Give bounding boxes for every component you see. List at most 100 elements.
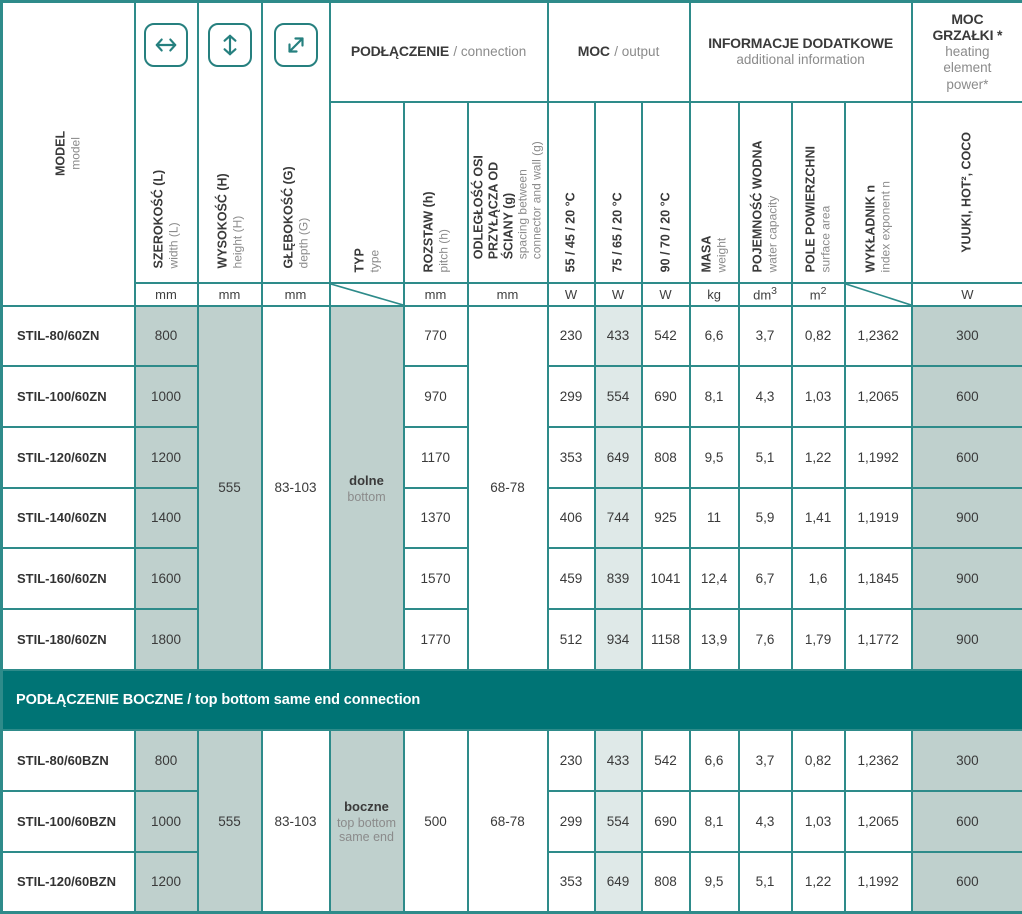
output-90-cell: 690 (640, 790, 691, 853)
height-label-en: height (H) (229, 215, 244, 269)
water-capacity-label-pl: POJEMNOŚĆ WODNA (750, 140, 765, 272)
height-label-pl: WYSOKOŚĆ (H) (215, 173, 230, 269)
water-capacity-cell: 5,9 (737, 486, 793, 550)
unit-cell-output55: W (546, 281, 596, 307)
surface-area-cell: 1,79 (790, 607, 846, 671)
width-cell: 1000 (133, 365, 199, 428)
wall-distance-cell: 68-78 (466, 729, 549, 914)
connection-group-header: PODŁĄCZENIE / connection (328, 0, 549, 103)
width-arrow-icon (144, 23, 188, 67)
exponent-cell: 1,1992 (843, 850, 913, 914)
unit-cell-output75: W (593, 281, 643, 307)
type-value-pl: dolne (349, 472, 384, 488)
output-90-cell: 542 (640, 729, 691, 792)
heater-power-cell: 600 (910, 850, 1022, 914)
surface-area-cell: 0,82 (790, 729, 846, 792)
water-capacity-cell: 3,7 (737, 304, 793, 368)
water-capacity-cell: 3,7 (737, 729, 793, 792)
surface-area-label-en: surface area (818, 205, 833, 272)
output-90-column-header: 90 / 70 / 20 °C (640, 100, 691, 284)
unit-cell-water: dm3 (737, 281, 793, 307)
height-arrow-icon (207, 23, 252, 67)
output-90-cell: 1041 (640, 547, 691, 610)
mass-cell: 8,1 (688, 365, 740, 428)
output-75-label: 75 / 65 / 20 °C (610, 191, 625, 272)
pitch-cell: 1570 (402, 547, 469, 610)
output-75-cell: 839 (593, 547, 643, 610)
table-row: STIL-120/60ZN 1200 1170 353 649 808 9,5 … (0, 425, 1022, 489)
exponent-cell: 1,1772 (843, 607, 913, 671)
pitch-cell: 770 (402, 304, 469, 368)
output-90-cell: 925 (640, 486, 691, 550)
type-column-header: TYP type (328, 100, 405, 284)
exponent-column-header: WYKŁADNIK n index exponent n (843, 100, 913, 284)
pitch-cell: 1770 (402, 607, 469, 671)
heater-power-cell: 300 (910, 304, 1022, 368)
table-row: STIL-180/60ZN 1800 1770 512 934 1158 13,… (0, 607, 1022, 671)
pitch-cell: 1170 (402, 425, 469, 489)
table-row: STIL-120/60BZN 1200 353 649 808 9,5 5,1 … (0, 850, 1022, 914)
mass-label-en: weight (714, 237, 729, 272)
exponent-cell: 1,2362 (843, 729, 913, 792)
output-75-cell: 649 (593, 850, 643, 914)
height-column-header: WYSOKOŚĆ (H) height (H) (196, 0, 263, 284)
depth-label-en: depth (G) (295, 217, 310, 269)
pitch-cell: 970 (402, 365, 469, 428)
unit-cell-heater: W (910, 281, 1022, 307)
model-cell: STIL-80/60ZN (0, 304, 136, 368)
output-75-cell: 744 (593, 486, 643, 550)
output-55-cell: 406 (546, 486, 596, 550)
width-cell: 800 (133, 304, 199, 368)
type-cell: dolne bottom (328, 304, 405, 671)
height-cell: 555 (196, 729, 263, 914)
section-band-row: PODŁĄCZENIE BOCZNE / top bottom same end… (0, 668, 1022, 732)
unit-cell-width: mm (133, 281, 199, 307)
heater-power-cell: 900 (910, 607, 1022, 671)
additional-info-label-pl: INFORMACJE DODATKOWE (708, 35, 893, 52)
unit-cell-exponent-empty (843, 281, 913, 307)
heater-power-label-pl: MOC GRZAŁKI * (932, 10, 1003, 44)
unit-cell-pitch: mm (402, 281, 469, 307)
mass-cell: 6,6 (688, 304, 740, 368)
type-label-pl: TYP (352, 247, 367, 272)
model-cell: STIL-80/60BZN (0, 729, 136, 792)
depth-column-header: GŁĘBOKOŚĆ (G) depth (G) (260, 0, 331, 284)
output-90-label: 90 / 70 / 20 °C (658, 191, 673, 272)
output-75-cell: 934 (593, 607, 643, 671)
model-cell: STIL-140/60ZN (0, 486, 136, 550)
heater-power-cell: 300 (910, 729, 1022, 792)
output-90-cell: 1158 (640, 607, 691, 671)
output-55-cell: 299 (546, 790, 596, 853)
unit-cell-type-empty (328, 281, 405, 307)
model-cell: STIL-100/60ZN (0, 365, 136, 428)
type-value-en: top bottom same end (336, 816, 397, 845)
unit-cell-output90: W (640, 281, 691, 307)
heater-brands-label: YUUKI, HOT², COCO (959, 131, 974, 253)
heater-power-cell: 600 (910, 790, 1022, 853)
model-cell: STIL-120/60BZN (0, 850, 136, 914)
additional-info-label-en: additional information (736, 52, 865, 68)
output-75-cell: 433 (593, 304, 643, 368)
type-value-pl: boczne (344, 799, 389, 815)
output-75-cell: 649 (593, 425, 643, 489)
mass-cell: 9,5 (688, 425, 740, 489)
width-column-header: SZEROKOŚĆ (L) width (L) (133, 0, 199, 284)
output-group-label-pl: MOC (577, 42, 610, 59)
unit-cell-area: m2 (790, 281, 846, 307)
output-group-header: MOC / output (546, 0, 691, 103)
output-55-cell: 512 (546, 607, 596, 671)
heater-power-label-en: heating element power* (943, 44, 992, 92)
type-label-en: type (366, 249, 381, 272)
output-75-cell: 554 (593, 365, 643, 428)
depth-cell: 83-103 (260, 304, 331, 671)
exponent-cell: 1,1919 (843, 486, 913, 550)
water-capacity-cell: 4,3 (737, 790, 793, 853)
width-cell: 1200 (133, 425, 199, 489)
unit-cell-height: mm (196, 281, 263, 307)
heater-power-group-header: MOC GRZAŁKI * heating element power* (910, 0, 1022, 103)
additional-info-group-header: INFORMACJE DODATKOWE additional informat… (688, 0, 913, 103)
surface-area-cell: 1,22 (790, 850, 846, 914)
wall-distance-label-pl: ODLEGŁOŚĆ OSI PRZYŁĄCZA OD ŚCIANY (g) (471, 154, 515, 259)
width-cell: 1800 (133, 607, 199, 671)
